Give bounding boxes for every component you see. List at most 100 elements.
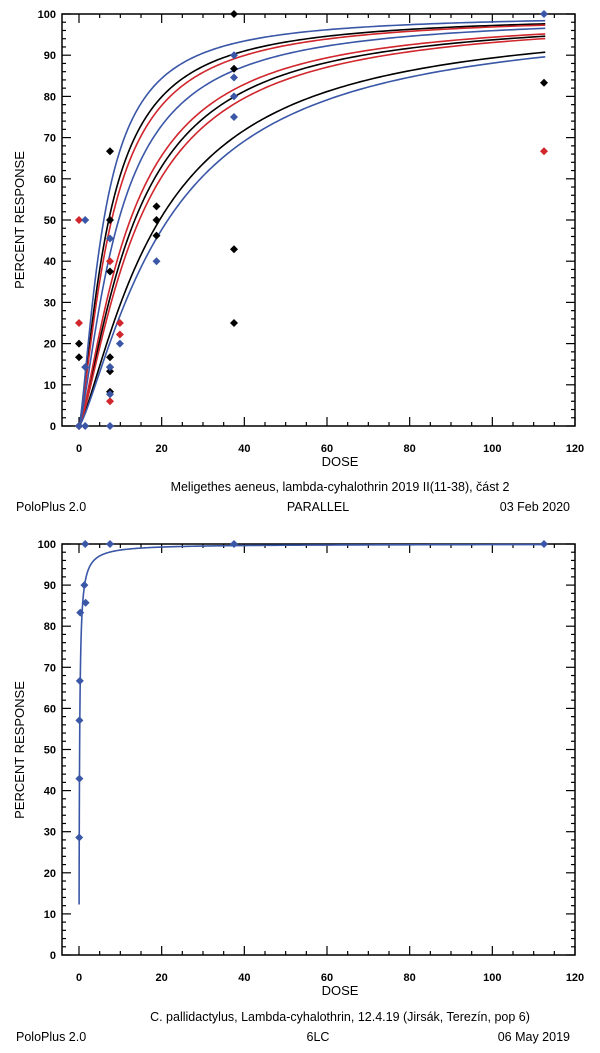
- fit-curve-blue: [79, 27, 546, 424]
- data-point-blue: [106, 234, 114, 243]
- y-tick-label: 50: [44, 745, 56, 757]
- footer-software: PoloPlus 2.0: [16, 1030, 86, 1044]
- data-point-black: [106, 216, 114, 224]
- data-point-blue: [81, 540, 90, 548]
- data-point-blue: [230, 540, 238, 548]
- data-point-blue: [75, 422, 83, 430]
- data-point-blue: [106, 422, 114, 430]
- data-point-red: [106, 257, 114, 266]
- x-tick-label: 120: [566, 972, 584, 984]
- fit-curve-black: [79, 35, 546, 425]
- data-point-black: [152, 202, 161, 211]
- fit-curve-red: [79, 24, 546, 423]
- data-point-blue: [230, 113, 238, 121]
- data-point-black: [106, 267, 114, 276]
- data-point-blue: [81, 598, 90, 607]
- data-point-black: [106, 147, 114, 156]
- data-point-red: [540, 147, 548, 156]
- data-point-blue: [81, 422, 90, 430]
- fit-curve-black: [79, 51, 546, 426]
- data-point-blue: [230, 92, 238, 101]
- x-tick-label: 40: [238, 972, 250, 984]
- footer-software: PoloPlus 2.0: [16, 500, 86, 514]
- y-axis-label: PERCENT RESPONSE: [12, 681, 27, 819]
- data-point-blue: [75, 716, 84, 725]
- data-point-black: [152, 231, 161, 240]
- y-tick-label: 80: [44, 621, 56, 633]
- y-tick-label: 100: [38, 9, 56, 21]
- data-point-black: [106, 353, 114, 362]
- data-point-blue: [230, 73, 238, 82]
- y-tick-label: 60: [44, 703, 56, 715]
- data-point-black: [230, 319, 238, 327]
- x-tick-label: 20: [156, 443, 168, 455]
- y-tick-label: 40: [44, 786, 56, 798]
- y-tick-label: 90: [44, 580, 56, 592]
- data-point-red: [75, 319, 83, 327]
- data-point-blue: [230, 51, 238, 60]
- data-point-blue: [115, 339, 124, 348]
- x-tick-label: 100: [483, 972, 501, 984]
- y-tick-label: 10: [44, 909, 56, 921]
- y-tick-label: 70: [44, 133, 56, 145]
- data-point-blue: [540, 10, 548, 18]
- y-tick-label: 10: [44, 380, 56, 392]
- y-tick-label: 30: [44, 827, 56, 839]
- y-tick-label: 100: [38, 539, 56, 551]
- x-tick-label: 0: [76, 443, 82, 455]
- data-point-blue: [81, 216, 90, 224]
- data-point-blue: [540, 540, 548, 548]
- data-point-blue: [75, 833, 84, 842]
- data-point-black: [75, 339, 83, 348]
- fit-curve-blue: [79, 56, 546, 426]
- data-point-red: [115, 319, 124, 327]
- x-tick-label: 20: [156, 972, 168, 984]
- data-point-blue: [80, 581, 89, 590]
- x-tick-label: 80: [404, 972, 416, 984]
- footer-method: PARALLEL: [287, 500, 349, 514]
- y-tick-label: 30: [44, 297, 56, 309]
- data-point-blue: [106, 390, 114, 399]
- x-tick-label: 0: [76, 972, 82, 984]
- y-tick-label: 90: [44, 50, 56, 62]
- data-point-blue: [75, 676, 84, 685]
- data-point-black: [152, 216, 161, 224]
- x-tick-label: 120: [566, 443, 584, 455]
- x-tick-label: 40: [238, 443, 250, 455]
- chart-title: C. pallidactylus, Lambda-cyhalothrin, 12…: [150, 1010, 530, 1024]
- data-point-blue: [106, 363, 114, 372]
- footer-method: 6LC: [307, 1030, 330, 1044]
- y-tick-label: 40: [44, 256, 56, 268]
- plot-frame: [61, 543, 576, 956]
- data-point-black: [230, 245, 238, 254]
- fit-curve-red: [79, 33, 546, 425]
- y-tick-label: 80: [44, 91, 56, 103]
- fit-curve-red: [79, 37, 546, 425]
- data-point-blue: [75, 774, 84, 783]
- y-tick-label: 20: [44, 868, 56, 880]
- fit-curve-blue: [78, 543, 546, 905]
- data-point-red: [106, 397, 114, 406]
- data-point-blue: [76, 608, 85, 617]
- data-point-red: [115, 330, 124, 339]
- x-tick-label: 60: [321, 443, 333, 455]
- data-point-blue: [106, 540, 114, 548]
- data-point-blue: [152, 257, 161, 266]
- y-tick-label: 20: [44, 339, 56, 351]
- data-point-blue: [81, 363, 90, 372]
- y-tick-label: 50: [44, 215, 56, 227]
- data-point-black: [106, 367, 114, 376]
- y-axis-label: PERCENT RESPONSE: [12, 151, 27, 289]
- y-tick-label: 70: [44, 662, 56, 674]
- data-point-red: [75, 216, 83, 224]
- x-axis-label: DOSE: [322, 983, 359, 998]
- data-point-black: [230, 10, 238, 18]
- data-point-black: [540, 78, 548, 87]
- chart-pallidactylus: DOSE PERCENT RESPONSE C. pallidactylus, …: [12, 539, 584, 1044]
- x-tick-label: 60: [321, 972, 333, 984]
- y-tick-label: 60: [44, 174, 56, 186]
- data-point-black: [230, 64, 238, 73]
- x-tick-label: 80: [404, 443, 416, 455]
- x-tick-label: 100: [483, 443, 501, 455]
